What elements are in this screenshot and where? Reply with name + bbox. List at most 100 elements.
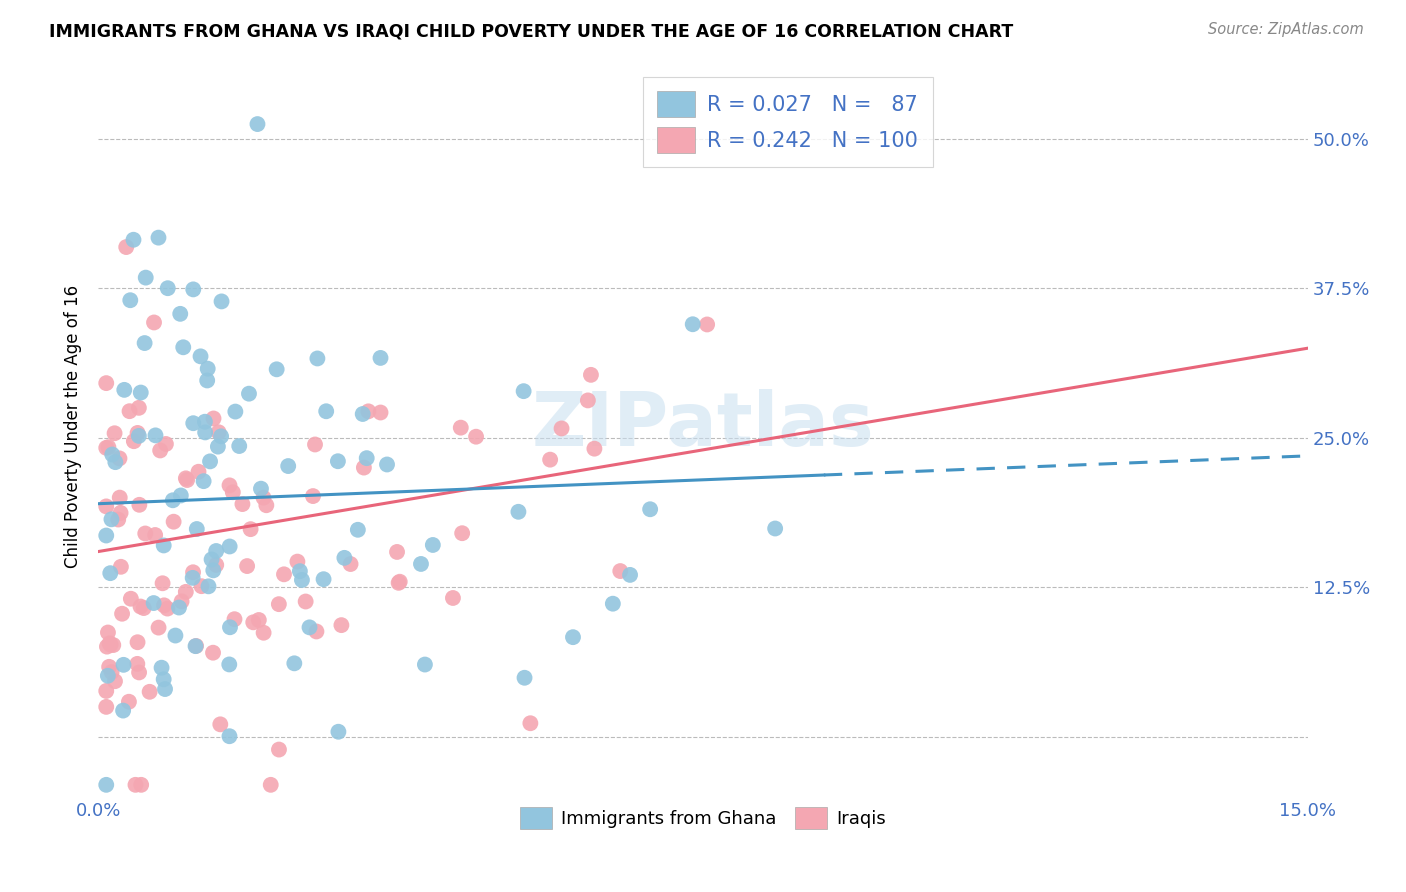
Point [238, 386, 260, 401]
Point [111, 607, 134, 621]
Point [152, 673, 174, 687]
Point [441, 591, 464, 605]
Point [602, 597, 624, 611]
Point [266, 362, 288, 376]
Point [202, 646, 225, 660]
Point [108, 451, 131, 466]
Point [283, 657, 305, 671]
Point [170, 488, 193, 502]
Point [155, 437, 177, 451]
Point [696, 318, 718, 332]
Point [172, 340, 194, 354]
Point [207, 440, 229, 454]
Point [194, 415, 217, 429]
Point [307, 351, 329, 366]
Point [149, 443, 172, 458]
Point [115, 240, 138, 254]
Point [156, 601, 179, 615]
Point [128, 429, 150, 443]
Point [120, 591, 142, 606]
Point [388, 575, 411, 590]
Point [194, 425, 217, 440]
Point [287, 555, 309, 569]
Point [250, 482, 273, 496]
Point [128, 665, 150, 680]
Point [197, 361, 219, 376]
Point [128, 498, 150, 512]
Point [96, 528, 118, 542]
Point [218, 657, 240, 672]
Point [145, 428, 167, 442]
Point [519, 716, 541, 731]
Point [209, 429, 232, 443]
Point [110, 559, 132, 574]
Text: IMMIGRANTS FROM GHANA VS IRAQI CHILD POVERTY UNDER THE AGE OF 16 CORRELATION CHA: IMMIGRANTS FROM GHANA VS IRAQI CHILD POV… [49, 22, 1014, 40]
Point [200, 552, 222, 566]
Point [112, 704, 135, 718]
Point [98, 566, 121, 581]
Point [132, 601, 155, 615]
Point [277, 458, 299, 473]
Point [451, 526, 474, 541]
Point [162, 493, 184, 508]
Point [312, 572, 335, 586]
Text: ZIPatlas: ZIPatlas [531, 390, 875, 462]
Point [385, 545, 408, 559]
Point [167, 600, 190, 615]
Point [110, 506, 132, 520]
Point [465, 430, 488, 444]
Point [148, 621, 170, 635]
Point [108, 491, 131, 505]
Point [96, 376, 118, 391]
Point [330, 618, 353, 632]
Point [294, 594, 316, 608]
Point [181, 416, 204, 430]
Point [153, 681, 176, 696]
Point [288, 564, 311, 578]
Point [422, 538, 444, 552]
Point [97, 440, 120, 454]
Point [120, 293, 142, 308]
Point [169, 307, 191, 321]
Point [170, 594, 193, 608]
Point [103, 638, 125, 652]
Point [202, 411, 225, 425]
Point [107, 512, 129, 526]
Point [370, 351, 392, 365]
Point [513, 671, 536, 685]
Point [127, 425, 149, 440]
Legend: Immigrants from Ghana, Iraqis: Immigrants from Ghana, Iraqis [513, 799, 893, 836]
Point [619, 567, 641, 582]
Point [156, 281, 179, 295]
Point [550, 421, 572, 435]
Point [190, 349, 212, 363]
Point [122, 233, 145, 247]
Point [153, 599, 176, 613]
Point [328, 724, 350, 739]
Point [165, 628, 187, 642]
Point [100, 665, 122, 679]
Point [562, 630, 585, 644]
Point [763, 521, 786, 535]
Point [122, 434, 145, 449]
Point [127, 635, 149, 649]
Point [181, 282, 204, 296]
Point [148, 230, 170, 244]
Point [267, 597, 290, 611]
Point [209, 717, 232, 731]
Y-axis label: Child Poverty Under the Age of 16: Child Poverty Under the Age of 16 [65, 285, 82, 567]
Point [267, 742, 290, 756]
Point [239, 522, 262, 536]
Point [197, 579, 219, 593]
Point [104, 455, 127, 469]
Point [129, 385, 152, 400]
Point [222, 485, 245, 500]
Point [231, 497, 253, 511]
Point [143, 528, 166, 542]
Point [96, 699, 118, 714]
Point [218, 729, 240, 743]
Point [96, 441, 118, 455]
Point [219, 620, 242, 634]
Point [218, 540, 240, 554]
Point [211, 294, 233, 309]
